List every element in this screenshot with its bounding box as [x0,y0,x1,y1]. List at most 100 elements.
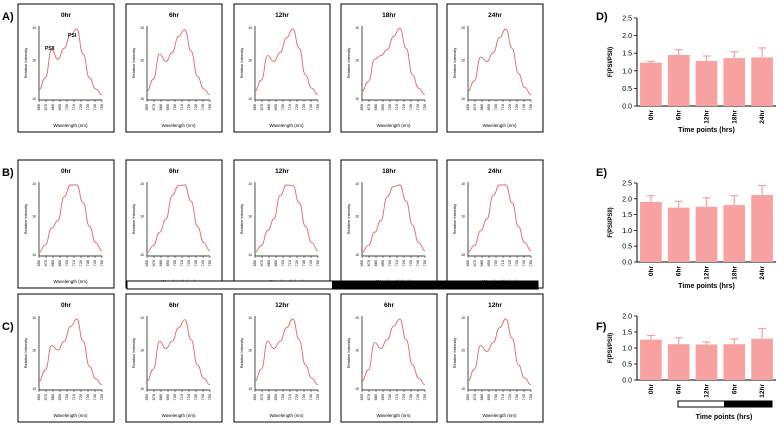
panel-title: 24hr [488,12,502,19]
panel-title: 6hr [169,302,180,309]
panel-frame [340,3,438,133]
panel-frame [233,159,331,289]
y-tick-label: 1.5 [622,330,632,337]
bar-chart: 0.0 0.5 1.0 1.5 2.0 2.5 F(PSI/PSII) 0hr 6hr 12hr 1… [608,181,776,290]
y-tick-label: 0.0 [622,378,632,385]
light-dark-bar-f [677,400,773,408]
panel-title: 12hr [275,302,289,309]
x-axis-label: Wavelength (nm) [161,123,196,128]
x-tick-label: 700 [388,394,392,400]
x-tick-label: 670 [260,104,264,110]
x-tick-label: 750 [100,260,104,266]
x-tick-label: 700 [65,260,69,266]
y-tick-label: 1.5 [622,51,632,58]
x-tick-label: 670 [152,104,156,110]
y-tick-label: 0.5 [622,362,632,369]
y-axis-label: Relative Intensity [131,338,136,368]
x-axis-label: Wavelength (nm) [53,279,88,284]
y-tick-label: 10 [461,253,465,257]
x-tick-label: 690 [274,394,278,400]
bar [640,339,662,380]
y-tick-label: 0.0 [622,260,632,267]
x-tick-label: 750 [100,394,104,400]
x-tick-label: 730 [515,104,519,110]
x-tick-label: 690 [381,394,385,400]
y-tick-label: 10 [355,215,359,219]
panel-frame [446,159,544,289]
y-tick-label: 10 [248,316,252,320]
y-tick-label: 1.0 [622,68,632,75]
spectrum-line [467,184,532,253]
x-tick-label: 680 [51,394,55,400]
panel-label: F) [596,321,607,333]
x-tick-label: 730 [409,260,413,266]
y-axis-label: F(PSI/PSII) [608,207,614,237]
x-tick-label: 720 [79,394,83,400]
x-tick-label: 720 [295,260,299,266]
x-tick-label: 720 [508,104,512,110]
x-tick-label: 740 [416,260,420,266]
x-tick-label: 650 [253,394,257,400]
x-axis-label: Time points (hrs) [696,414,753,421]
y-axis-label: Relative Intensity [452,48,457,78]
x-tick-label: 690 [274,260,278,266]
x-tick-label: 700 [281,394,285,400]
x-tick-label: 650 [145,260,149,266]
x-tick-label: 650 [145,104,149,110]
annotation-psii: PSII [45,46,55,52]
y-tick-label: 10 [32,26,36,30]
x-axis-label: Wavelength (nm) [482,123,517,128]
panel-frame [125,159,223,289]
x-tick-label: 670 [367,394,371,400]
panel-frame [125,3,223,133]
x-tick-label: 650 [466,260,470,266]
x-tick-label: 24hr [759,266,766,280]
y-tick-label: 10 [248,97,252,101]
x-tick-label: 750 [316,394,320,400]
light-dark-bar [126,280,539,290]
x-tick-label: 740 [201,260,205,266]
x-tick-label: 670 [152,260,156,266]
x-tick-label: 700 [388,260,392,266]
y-tick-label: 10 [355,253,359,257]
x-tick-label: 690 [166,104,170,110]
y-tick-label: 2.5 [622,181,632,188]
x-tick-label: 700 [494,104,498,110]
x-tick-label: 730 [409,104,413,110]
x-tick-label: 700 [65,394,69,400]
y-tick-label: 10 [355,26,359,30]
y-tick-label: 10 [32,182,36,186]
x-tick-label: 710 [180,104,184,110]
y-axis-label: Relative Intensity [23,48,28,78]
x-tick-label: 690 [58,394,62,400]
spectrum-line [361,184,426,253]
x-tick-label: 750 [208,104,212,110]
y-tick-label: 10 [248,26,252,30]
x-tick-label: 670 [473,104,477,110]
y-tick-label: 10 [461,316,465,320]
panel-frame [17,293,115,423]
bar [695,206,718,262]
panel-frame [17,3,115,133]
x-tick-label: 12hr [704,266,711,280]
x-tick-label: 670 [152,394,156,400]
annotation-psi: PSI [68,33,77,39]
x-tick-label: 0hr [648,110,655,121]
panel-title: 12hr [275,168,289,175]
x-tick-label: 650 [466,104,470,110]
dark-period [724,401,772,407]
x-tick-label: 710 [72,394,76,400]
x-tick-label: 670 [367,104,371,110]
x-tick-label: 650 [466,394,470,400]
spectrum-line [38,28,103,96]
x-axis-label: Wavelength (nm) [376,413,411,418]
panel-title: 24hr [488,168,502,175]
bar [751,57,773,106]
panel-title: 0hr [61,168,72,175]
y-tick-label: 10 [140,26,144,30]
x-tick-label: 740 [522,104,526,110]
panel-title: 12hr [488,302,502,309]
bar [751,195,773,262]
